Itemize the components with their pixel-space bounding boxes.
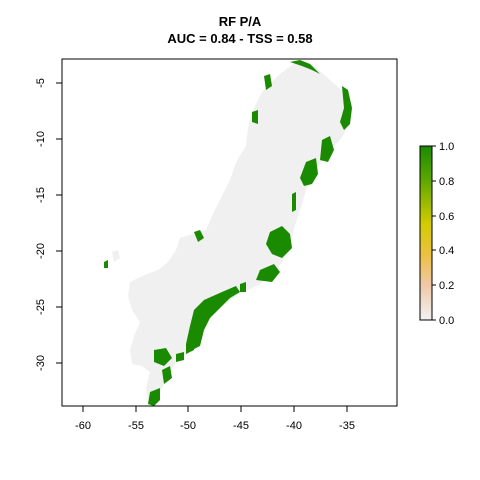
y-axis: -5 -10 -15 -20 -25 -30 (35, 78, 63, 371)
y-tick-label: -5 (35, 78, 47, 88)
plot-title-line1: RF P/A (218, 14, 262, 29)
legend-tick-label: 0.2 (439, 280, 454, 292)
presence-patches (104, 60, 352, 406)
x-tick-label: -60 (75, 420, 91, 432)
legend-colorbar: 1.0 0.8 0.6 0.4 0.2 0.0 (419, 141, 454, 327)
y-tick-label: -30 (35, 355, 47, 371)
legend-gradient (419, 145, 433, 321)
y-tick-label: -20 (35, 243, 47, 259)
y-tick-label: -25 (35, 299, 47, 315)
x-tick-label: -55 (128, 420, 144, 432)
x-tick-label: -35 (339, 420, 355, 432)
x-tick-label: -50 (180, 420, 196, 432)
study-area-background (112, 62, 352, 404)
legend-tick-label: 0.6 (439, 211, 454, 223)
plot-title-line2: AUC = 0.84 - TSS = 0.58 (167, 31, 313, 46)
x-axis: -60 -55 -50 -45 -40 -35 (75, 405, 355, 432)
legend-tick-label: 0.4 (439, 245, 454, 257)
y-tick-label: -10 (35, 131, 47, 147)
x-tick-label: -40 (286, 420, 302, 432)
legend-tick-label: 1.0 (439, 141, 454, 153)
legend-tick-label: 0.0 (439, 315, 454, 327)
x-tick-label: -45 (233, 420, 249, 432)
legend-tick-label: 0.8 (439, 176, 454, 188)
y-tick-label: -15 (35, 187, 47, 203)
